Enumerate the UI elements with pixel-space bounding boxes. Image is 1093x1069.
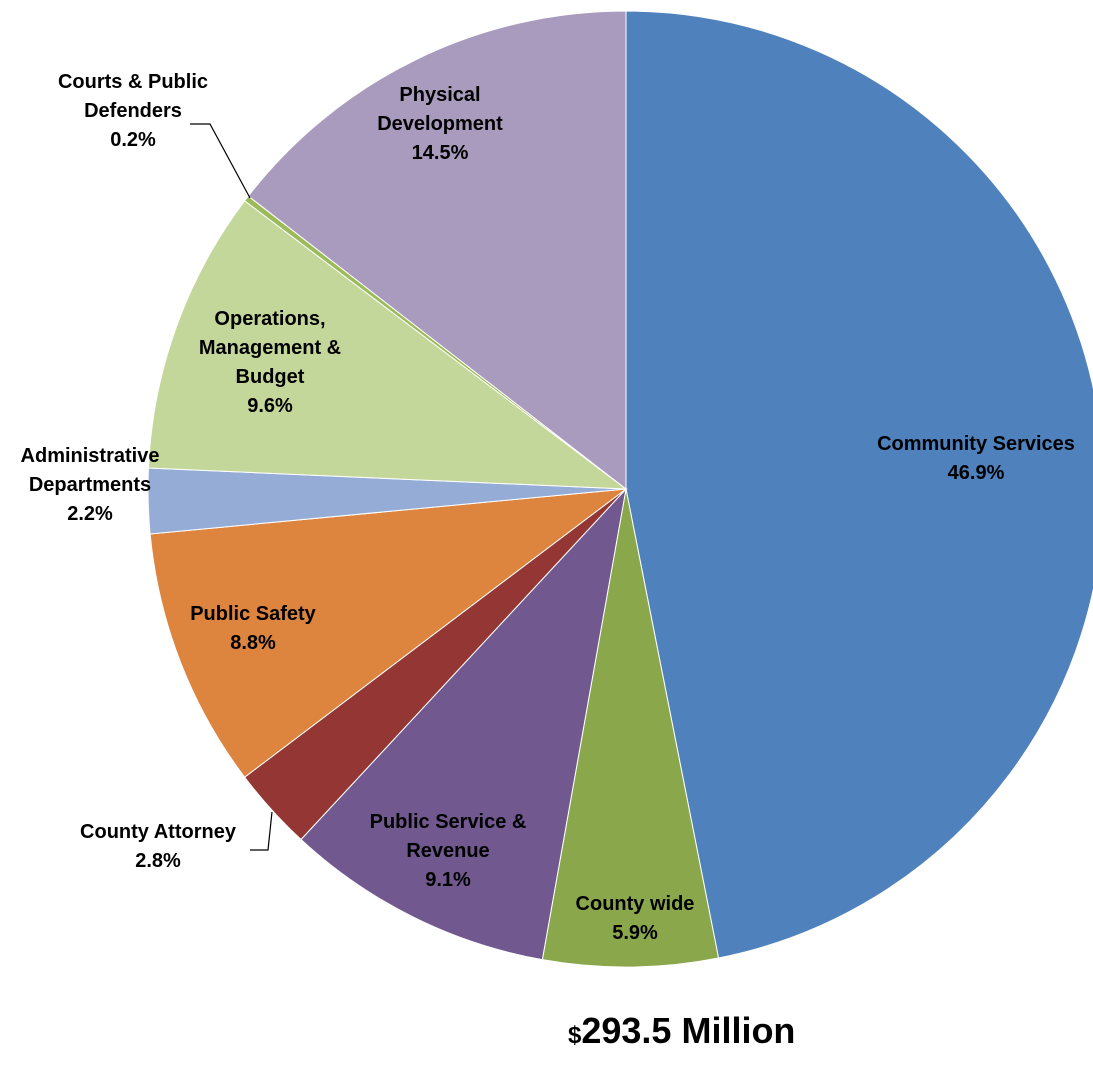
- total-currency: $: [568, 1022, 582, 1049]
- pie-slice-physical-development: [247, 10, 627, 491]
- slice-name-line: Physical: [399, 84, 480, 106]
- slice-name-line: Revenue: [406, 840, 489, 862]
- slice-percent: 14.5%: [412, 142, 469, 164]
- slice-label-county-attorney: County Attorney 2.8%: [80, 821, 237, 872]
- slice-name-line: Defenders: [84, 100, 182, 122]
- slice-name-line: Development: [377, 113, 503, 135]
- pie-slice-public-safety: [149, 488, 628, 778]
- slice-label-county-wide: County wide 5.9%: [576, 893, 695, 944]
- total-budget: $293.5 Million: [568, 1010, 795, 1052]
- slice-label-operations-management-budget: Operations, Management & Budget 9.6%: [199, 308, 341, 417]
- slice-label-public-service-revenue: Public Service & Revenue 9.1%: [370, 811, 527, 891]
- slice-name-line: Courts & Public: [58, 71, 208, 93]
- pie-slices: [147, 10, 1093, 968]
- slice-percent: 5.9%: [612, 922, 658, 944]
- leader-line-county-attorney: [250, 811, 273, 851]
- slice-name-line: County Attorney: [80, 821, 237, 843]
- total-amount: 293.5 Million: [581, 1010, 796, 1051]
- slice-label-community-services: Community Services 46.9%: [877, 433, 1075, 484]
- slice-name-line: Management &: [199, 337, 341, 359]
- slice-percent: 9.6%: [247, 395, 293, 417]
- slice-percent: 46.9%: [948, 462, 1005, 484]
- pie-slice-public-service-revenue: [300, 487, 627, 961]
- slice-label-courts-public-defenders: Courts & Public Defenders 0.2%: [58, 71, 208, 151]
- slice-label-physical-development: Physical Development 14.5%: [377, 84, 503, 164]
- pie-slice-county-wide: [541, 488, 720, 968]
- slice-name-line: County wide: [576, 893, 695, 915]
- slice-name-line: Public Service &: [370, 811, 527, 833]
- slice-name-line: Operations,: [214, 308, 325, 330]
- slice-percent: 0.2%: [110, 129, 156, 151]
- slice-name-line: Public Safety: [190, 603, 316, 625]
- leader-lines: [190, 123, 273, 851]
- slice-percent: 2.2%: [67, 503, 113, 525]
- slice-percent: 2.8%: [135, 850, 181, 872]
- slice-name-line: Departments: [29, 474, 151, 496]
- leader-line-courts: [190, 123, 251, 199]
- slice-name-line: Administrative: [21, 445, 160, 467]
- slice-name-line: Community Services: [877, 433, 1075, 455]
- slice-name-line: Budget: [236, 366, 305, 388]
- pie-slice-operations-management-budget: [147, 200, 628, 490]
- slice-percent: 8.8%: [230, 632, 276, 654]
- pie-chart: Community Services 46.9% County wide 5.9% Pu…: [21, 10, 1093, 968]
- slice-label-administrative-departments: Administrative Departments 2.2%: [21, 445, 160, 525]
- slice-labels: Community Services 46.9% County wide 5.9% Pu…: [21, 71, 1075, 944]
- slice-percent: 9.1%: [425, 869, 471, 891]
- pie-slice-community-services: [625, 10, 1093, 959]
- slice-label-public-safety: Public Safety 8.8%: [190, 603, 316, 654]
